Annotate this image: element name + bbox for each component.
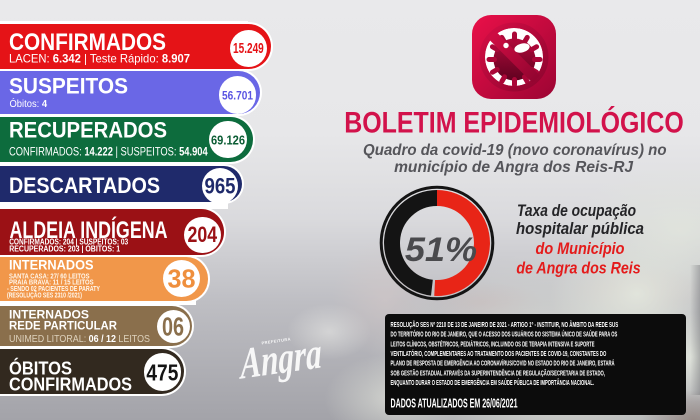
svg-text:PLANO DE RESPOSTA DE EMERGÊNCI: PLANO DE RESPOSTA DE EMERGÊNCIA AO CORON… — [390, 358, 614, 367]
svg-text:15.249: 15.249 — [233, 40, 264, 57]
svg-text:VENTILATÓRIO, COMPLEMENTARES A: VENTILATÓRIO, COMPLEMENTARES AO TRATAMEN… — [390, 349, 606, 358]
svg-text:ÓBITOS: ÓBITOS — [9, 357, 72, 378]
svg-text:204: 204 — [188, 222, 218, 247]
svg-text:município de Angra dos Reis-RJ: município de Angra dos Reis-RJ — [394, 159, 634, 176]
svg-text:SOB GESTÃO ESTADUAL ATRAVÉS DA: SOB GESTÃO ESTADUAL ATRAVÉS DA SUPERINTE… — [390, 368, 605, 377]
svg-text:UNIMED LITORAL: 06 / 12 LEITOS: UNIMED LITORAL: 06 / 12 LEITOS — [9, 333, 150, 345]
svg-text:ENQUANTO DURAR O ESTADO DE EME: ENQUANTO DURAR O ESTADO DE EMERGÊNCIA EM… — [390, 378, 594, 387]
svg-text:CONFIRMADOS: CONFIRMADOS — [9, 29, 166, 56]
svg-text:965: 965 — [205, 174, 236, 199]
svg-text:REDE PARTICULAR: REDE PARTICULAR — [9, 318, 117, 332]
svg-text:- SENDO 02 PACIENTES DE PARATY: - SENDO 02 PACIENTES DE PARATY — [7, 286, 100, 293]
svg-text:38: 38 — [168, 264, 196, 294]
svg-text:INTERNADOS: INTERNADOS — [9, 256, 94, 272]
svg-text:CONFIRMADOS: CONFIRMADOS — [9, 373, 132, 394]
svg-text:06: 06 — [162, 312, 184, 342]
svg-text:Taxa de ocupação: Taxa de ocupação — [517, 202, 636, 220]
svg-text:INTERNADOS: INTERNADOS — [9, 310, 89, 322]
svg-text:hospitalar pública: hospitalar pública — [516, 220, 644, 238]
svg-text:475: 475 — [146, 360, 178, 386]
svg-text:ALDEIA INDÍGENA: ALDEIA INDÍGENA — [10, 216, 168, 244]
svg-text:DADOS ATUALIZADOS EM 26/06/202: DADOS ATUALIZADOS EM 26/06/2021 — [390, 396, 517, 410]
svg-text:56.701: 56.701 — [222, 90, 254, 102]
svg-text:Óbitos: 4: Óbitos: 4 — [10, 97, 48, 110]
svg-text:RECUPERADOS: 203 | ÓBITOS: 1: RECUPERADOS: 203 | ÓBITOS: 1 — [9, 244, 121, 253]
svg-text:69.126: 69.126 — [211, 133, 245, 148]
svg-text:RESOLUÇÃO SES Nº 2210 DE 13 DE: RESOLUÇÃO SES Nº 2210 DE 13 DE JANEIRO D… — [390, 319, 618, 328]
svg-text:CONFIRMADOS: 204 | SUSPEITOS:: CONFIRMADOS: 204 | SUSPEITOS: 03 — [9, 238, 129, 247]
svg-text:do Município: do Município — [536, 240, 625, 258]
svg-text:Quadro da covid-19 (novo coron: Quadro da covid-19 (novo coronavírus) no — [363, 142, 667, 159]
svg-text:BOLETIM EPIDEMIOLÓGICO: BOLETIM EPIDEMIOLÓGICO — [344, 105, 684, 139]
svg-text:PRAIA BRAVA: 11 / 15 LEITOS: PRAIA BRAVA: 11 / 15 LEITOS — [9, 280, 94, 287]
svg-text:DESCARTADOS: DESCARTADOS — [9, 173, 160, 198]
svg-text:RECUPERADOS: RECUPERADOS — [9, 118, 167, 143]
svg-text:PREFEITURA: PREFEITURA — [261, 336, 291, 345]
svg-text:Angra: Angra — [237, 328, 322, 389]
svg-text:de Angra dos Reis: de Angra dos Reis — [516, 260, 640, 278]
svg-text:51%: 51% — [405, 230, 477, 268]
svg-text:SANTA CASA: 27/ 60 LEITOS: SANTA CASA: 27/ 60 LEITOS — [9, 273, 90, 280]
svg-text:SUSPEITOS: SUSPEITOS — [9, 74, 128, 99]
svg-text:CONFIRMADOS: 14.222 | SUSPEI: CONFIRMADOS: 14.222 | SUSPEITOS: 54.904 — [9, 147, 208, 159]
svg-text:LACEN: 6.342 | Teste Rápido:: LACEN: 6.342 | Teste Rápido: 8.907 — [9, 52, 190, 66]
svg-text:LEITOS CLÍNICOS, OBSTÉTRICOS,: LEITOS CLÍNICOS, OBSTÉTRICOS, PEDIÁTRICO… — [390, 339, 594, 348]
svg-text:DO TERRITÓRIO DO RIO DE JANEIR: DO TERRITÓRIO DO RIO DE JANEIRO, QUE O A… — [390, 329, 617, 338]
svg-text:(RESOLUÇÃO SES 2310 /2021): (RESOLUÇÃO SES 2310 /2021) — [7, 291, 82, 300]
